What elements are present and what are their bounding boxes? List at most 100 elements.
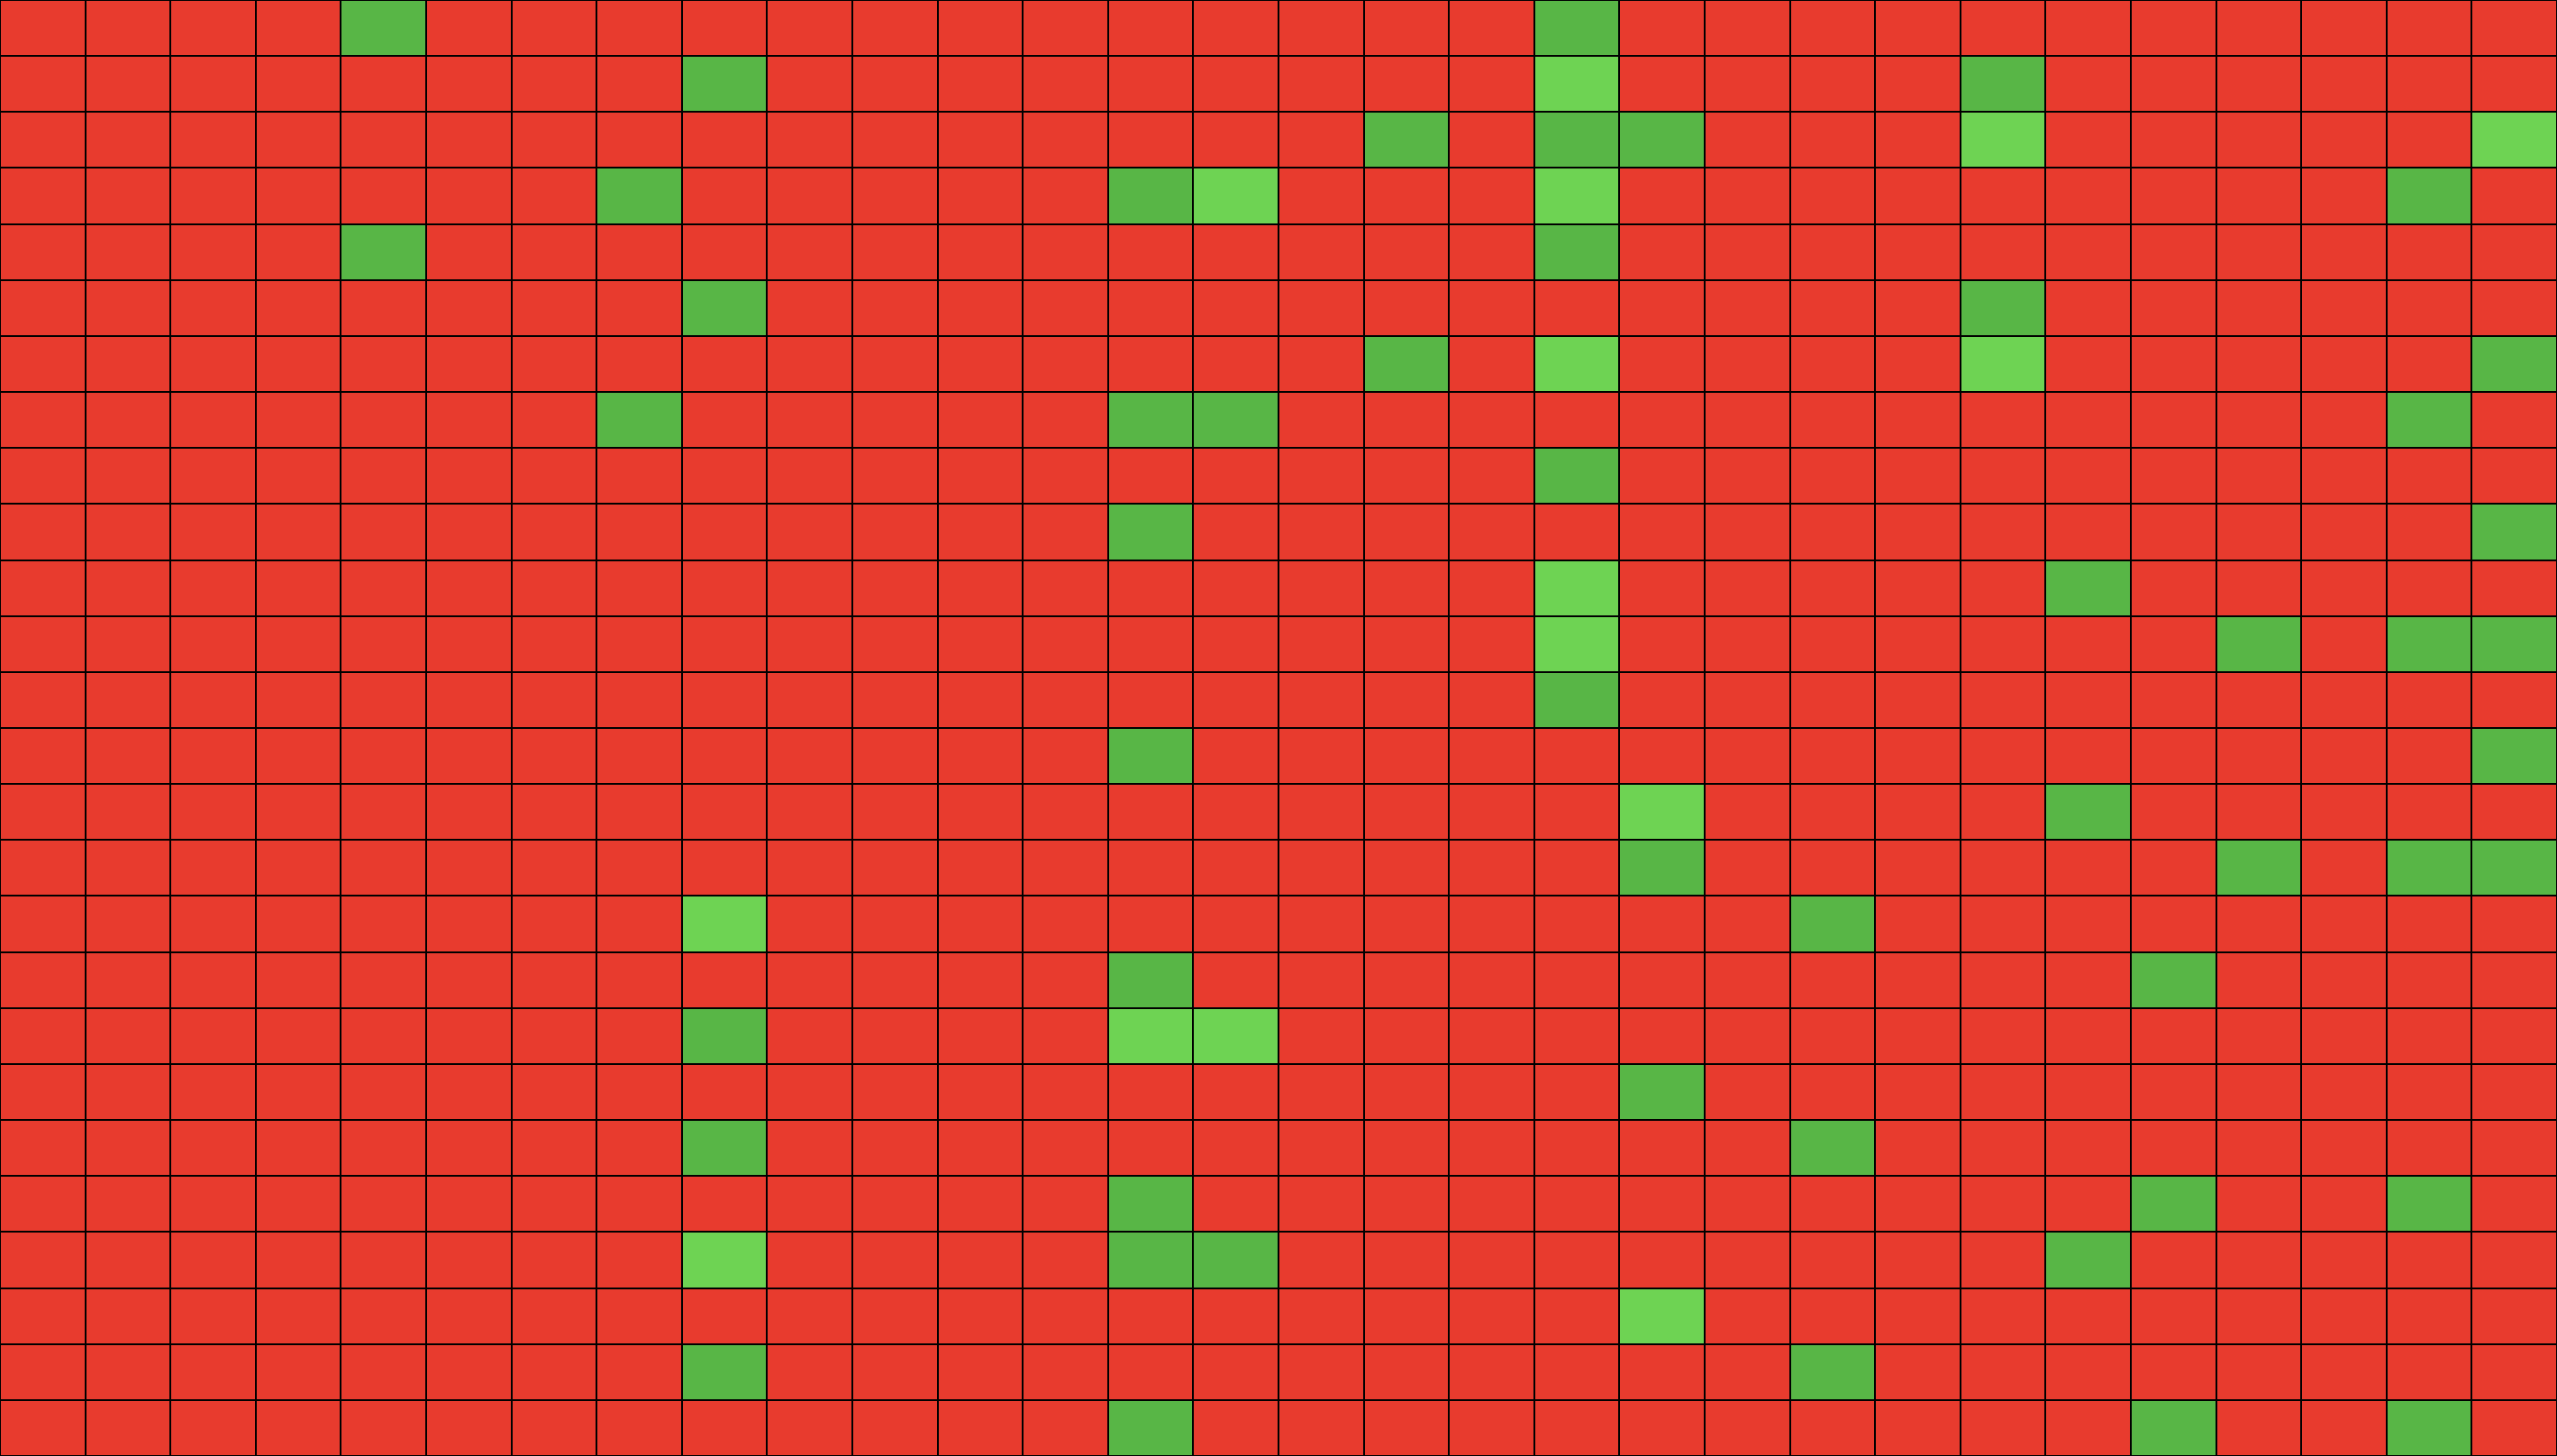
heatmap-cell bbox=[86, 336, 171, 392]
heatmap-cell bbox=[1278, 0, 1364, 56]
heatmap-cell bbox=[596, 728, 682, 784]
heatmap-cell bbox=[2131, 1344, 2216, 1400]
heatmap-cell bbox=[1108, 56, 1194, 112]
heatmap-cell bbox=[2131, 840, 2216, 896]
heatmap-cell bbox=[1875, 1232, 1961, 1288]
heatmap-cell bbox=[426, 1120, 512, 1176]
heatmap-cell bbox=[256, 1008, 341, 1064]
heatmap-cell bbox=[341, 616, 426, 672]
heatmap-cell bbox=[596, 952, 682, 1008]
heatmap-cell bbox=[170, 224, 256, 280]
heatmap-cell bbox=[852, 1008, 938, 1064]
heatmap-cell bbox=[1278, 168, 1364, 223]
heatmap-cell bbox=[1278, 728, 1364, 784]
heatmap-cell bbox=[1961, 840, 2046, 896]
heatmap-cell bbox=[1364, 952, 1450, 1008]
heatmap-cell bbox=[596, 1064, 682, 1120]
heatmap-cell bbox=[170, 0, 256, 56]
heatmap-cell bbox=[426, 784, 512, 840]
heatmap-cell bbox=[0, 392, 86, 448]
heatmap-cell bbox=[1619, 1064, 1705, 1120]
heatmap-cell bbox=[1278, 1344, 1364, 1400]
heatmap-cell bbox=[2301, 1008, 2387, 1064]
heatmap-cell bbox=[596, 280, 682, 336]
heatmap-cell bbox=[1023, 952, 1108, 1008]
heatmap-cell bbox=[682, 1064, 768, 1120]
heatmap-cell bbox=[1875, 1008, 1961, 1064]
heatmap-cell bbox=[682, 896, 768, 951]
heatmap-cell bbox=[1364, 448, 1450, 504]
heatmap-cell bbox=[256, 840, 341, 896]
heatmap-cell bbox=[2471, 952, 2557, 1008]
heatmap-cell bbox=[1449, 1064, 1534, 1120]
heatmap-cell bbox=[2301, 168, 2387, 223]
heatmap-cell bbox=[1023, 728, 1108, 784]
heatmap-cell bbox=[2131, 784, 2216, 840]
heatmap-cell bbox=[1193, 672, 1278, 728]
heatmap-cell bbox=[2471, 0, 2557, 56]
heatmap-cell bbox=[1790, 56, 1876, 112]
heatmap-cell bbox=[1193, 392, 1278, 448]
heatmap-cell bbox=[426, 504, 512, 560]
heatmap-cell bbox=[170, 728, 256, 784]
heatmap-cell bbox=[1193, 448, 1278, 504]
heatmap-cell bbox=[682, 616, 768, 672]
heatmap-cell bbox=[0, 896, 86, 951]
heatmap-cell bbox=[1790, 1008, 1876, 1064]
heatmap-cell bbox=[1108, 448, 1194, 504]
heatmap-cell bbox=[1619, 112, 1705, 168]
heatmap-cell bbox=[2471, 1232, 2557, 1288]
heatmap-cell bbox=[1278, 504, 1364, 560]
heatmap-cell bbox=[2216, 392, 2302, 448]
heatmap-cell bbox=[1961, 728, 2046, 784]
heatmap-cell bbox=[938, 504, 1024, 560]
heatmap-cell bbox=[1023, 0, 1108, 56]
heatmap-cell bbox=[1790, 784, 1876, 840]
heatmap-cell bbox=[1108, 392, 1194, 448]
heatmap-cell bbox=[2471, 1176, 2557, 1232]
heatmap-cell bbox=[1449, 896, 1534, 951]
heatmap-cell bbox=[2301, 448, 2387, 504]
heatmap-cell bbox=[767, 1008, 852, 1064]
heatmap-cell bbox=[1705, 280, 1790, 336]
heatmap-cell bbox=[341, 112, 426, 168]
heatmap-cell bbox=[2387, 448, 2472, 504]
heatmap-cell bbox=[938, 1064, 1024, 1120]
heatmap-cell bbox=[2045, 1120, 2131, 1176]
heatmap-cell bbox=[2387, 280, 2472, 336]
heatmap-cell bbox=[2387, 336, 2472, 392]
heatmap-cell bbox=[852, 1232, 938, 1288]
heatmap-cell bbox=[682, 56, 768, 112]
heatmap-cell bbox=[1193, 112, 1278, 168]
heatmap-cell bbox=[0, 168, 86, 223]
heatmap-cell bbox=[1705, 1232, 1790, 1288]
heatmap-cell bbox=[1108, 1400, 1194, 1456]
heatmap-cell bbox=[1534, 1064, 1620, 1120]
heatmap-cell bbox=[596, 616, 682, 672]
heatmap-cell bbox=[1278, 392, 1364, 448]
heatmap-cell bbox=[1449, 560, 1534, 616]
heatmap-cell bbox=[86, 952, 171, 1008]
heatmap-cell bbox=[2045, 280, 2131, 336]
heatmap-cell bbox=[1705, 504, 1790, 560]
heatmap-cell bbox=[938, 672, 1024, 728]
heatmap-cell bbox=[1961, 1344, 2046, 1400]
heatmap-cell bbox=[1790, 896, 1876, 951]
heatmap-cell bbox=[426, 896, 512, 951]
heatmap-cell bbox=[1875, 840, 1961, 896]
heatmap-cell bbox=[1278, 1064, 1364, 1120]
heatmap-cell bbox=[1449, 672, 1534, 728]
heatmap-cell bbox=[1108, 168, 1194, 223]
heatmap-cell bbox=[2387, 1008, 2472, 1064]
heatmap-cell bbox=[1364, 1120, 1450, 1176]
heatmap-cell bbox=[1705, 56, 1790, 112]
heatmap-cell bbox=[256, 616, 341, 672]
heatmap-cell bbox=[1193, 840, 1278, 896]
heatmap-cell bbox=[512, 784, 597, 840]
heatmap-cell bbox=[1705, 784, 1790, 840]
heatmap-cell bbox=[1875, 896, 1961, 951]
heatmap-cell bbox=[852, 1176, 938, 1232]
heatmap-cell bbox=[86, 896, 171, 951]
heatmap-cell bbox=[1278, 1232, 1364, 1288]
heatmap-cell bbox=[1449, 168, 1534, 223]
